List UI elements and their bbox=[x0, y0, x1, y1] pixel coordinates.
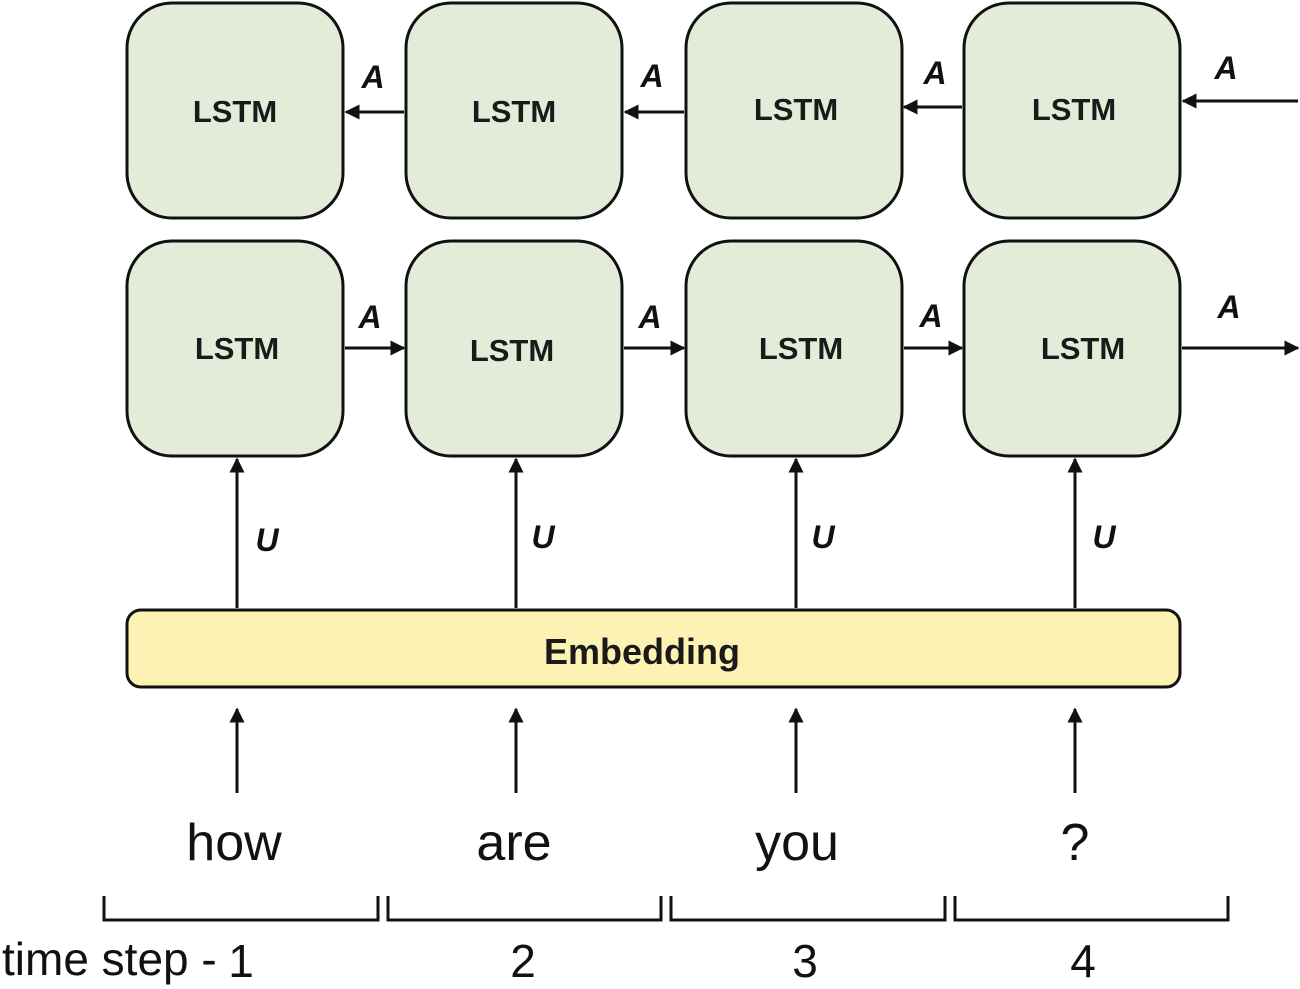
time-step-labels: time step - 1 2 3 4 bbox=[2, 933, 1096, 987]
time-bracket-2 bbox=[386, 896, 663, 922]
backward-lstm-label-2: LSTM bbox=[472, 94, 556, 129]
input-weight-label-3: U bbox=[811, 519, 835, 555]
backward-weight-label-4: A bbox=[1213, 50, 1237, 86]
backward-weight-label-1: A bbox=[360, 59, 384, 95]
backward-lstm-cell-2 bbox=[404, 1, 624, 220]
backward-weight-label-3: A bbox=[922, 55, 946, 91]
forward-weight-label-4: A bbox=[1216, 289, 1240, 325]
time-step-2: 2 bbox=[510, 935, 536, 987]
word-3: you bbox=[755, 814, 839, 872]
backward-lstm-cell-3 bbox=[684, 1, 904, 220]
word-1: how bbox=[186, 814, 282, 872]
backward-weight-label-2: A bbox=[639, 58, 663, 94]
forward-lstm-cell-2 bbox=[404, 239, 624, 458]
embedding-box bbox=[125, 608, 1182, 689]
input-weight-label-4: U bbox=[1092, 519, 1116, 555]
backward-lstm-cell-1 bbox=[125, 1, 345, 220]
word-to-embedding-arrows bbox=[229, 707, 1083, 793]
word-2: are bbox=[476, 814, 551, 872]
backward-lstm-label-3: LSTM bbox=[754, 92, 838, 127]
forward-lstm-label-2: LSTM bbox=[470, 333, 554, 368]
time-step-3: 3 bbox=[792, 935, 818, 987]
time-bracket-3 bbox=[669, 896, 947, 922]
forward-lstm-cell-3 bbox=[684, 239, 904, 458]
input-words: how are you ? bbox=[186, 814, 1089, 872]
time-step-brackets bbox=[102, 896, 1230, 922]
forward-lstm-cell-1 bbox=[125, 239, 345, 458]
embedding-to-lstm-arrows: U U U U bbox=[229, 457, 1116, 608]
time-bracket-4 bbox=[953, 896, 1230, 922]
input-weight-label-1: U bbox=[255, 522, 279, 558]
forward-weight-label-1: A bbox=[357, 299, 381, 335]
time-step-4: 4 bbox=[1070, 935, 1096, 987]
backward-lstm-row: LSTM LSTM LSTM LSTM A A A A bbox=[125, 1, 1298, 220]
backward-lstm-label-1: LSTM bbox=[193, 94, 277, 129]
forward-weight-label-3: A bbox=[918, 298, 942, 334]
forward-lstm-cell-4 bbox=[962, 239, 1182, 458]
backward-lstm-cell-4 bbox=[962, 1, 1182, 220]
word-4: ? bbox=[1061, 814, 1090, 872]
time-step-caption: time step - bbox=[2, 933, 217, 985]
forward-lstm-row: LSTM LSTM LSTM LSTM A A A A bbox=[125, 239, 1300, 458]
forward-lstm-label-1: LSTM bbox=[195, 331, 279, 366]
time-step-1: 1 bbox=[228, 935, 254, 987]
backward-lstm-label-4: LSTM bbox=[1032, 92, 1116, 127]
embedding-label: Embedding bbox=[544, 631, 740, 672]
input-weight-label-2: U bbox=[531, 519, 555, 555]
embedding-layer: Embedding bbox=[125, 608, 1182, 689]
forward-lstm-label-4: LSTM bbox=[1041, 331, 1125, 366]
time-bracket-1 bbox=[102, 896, 380, 922]
forward-weight-label-2: A bbox=[637, 299, 661, 335]
forward-lstm-label-3: LSTM bbox=[759, 331, 843, 366]
